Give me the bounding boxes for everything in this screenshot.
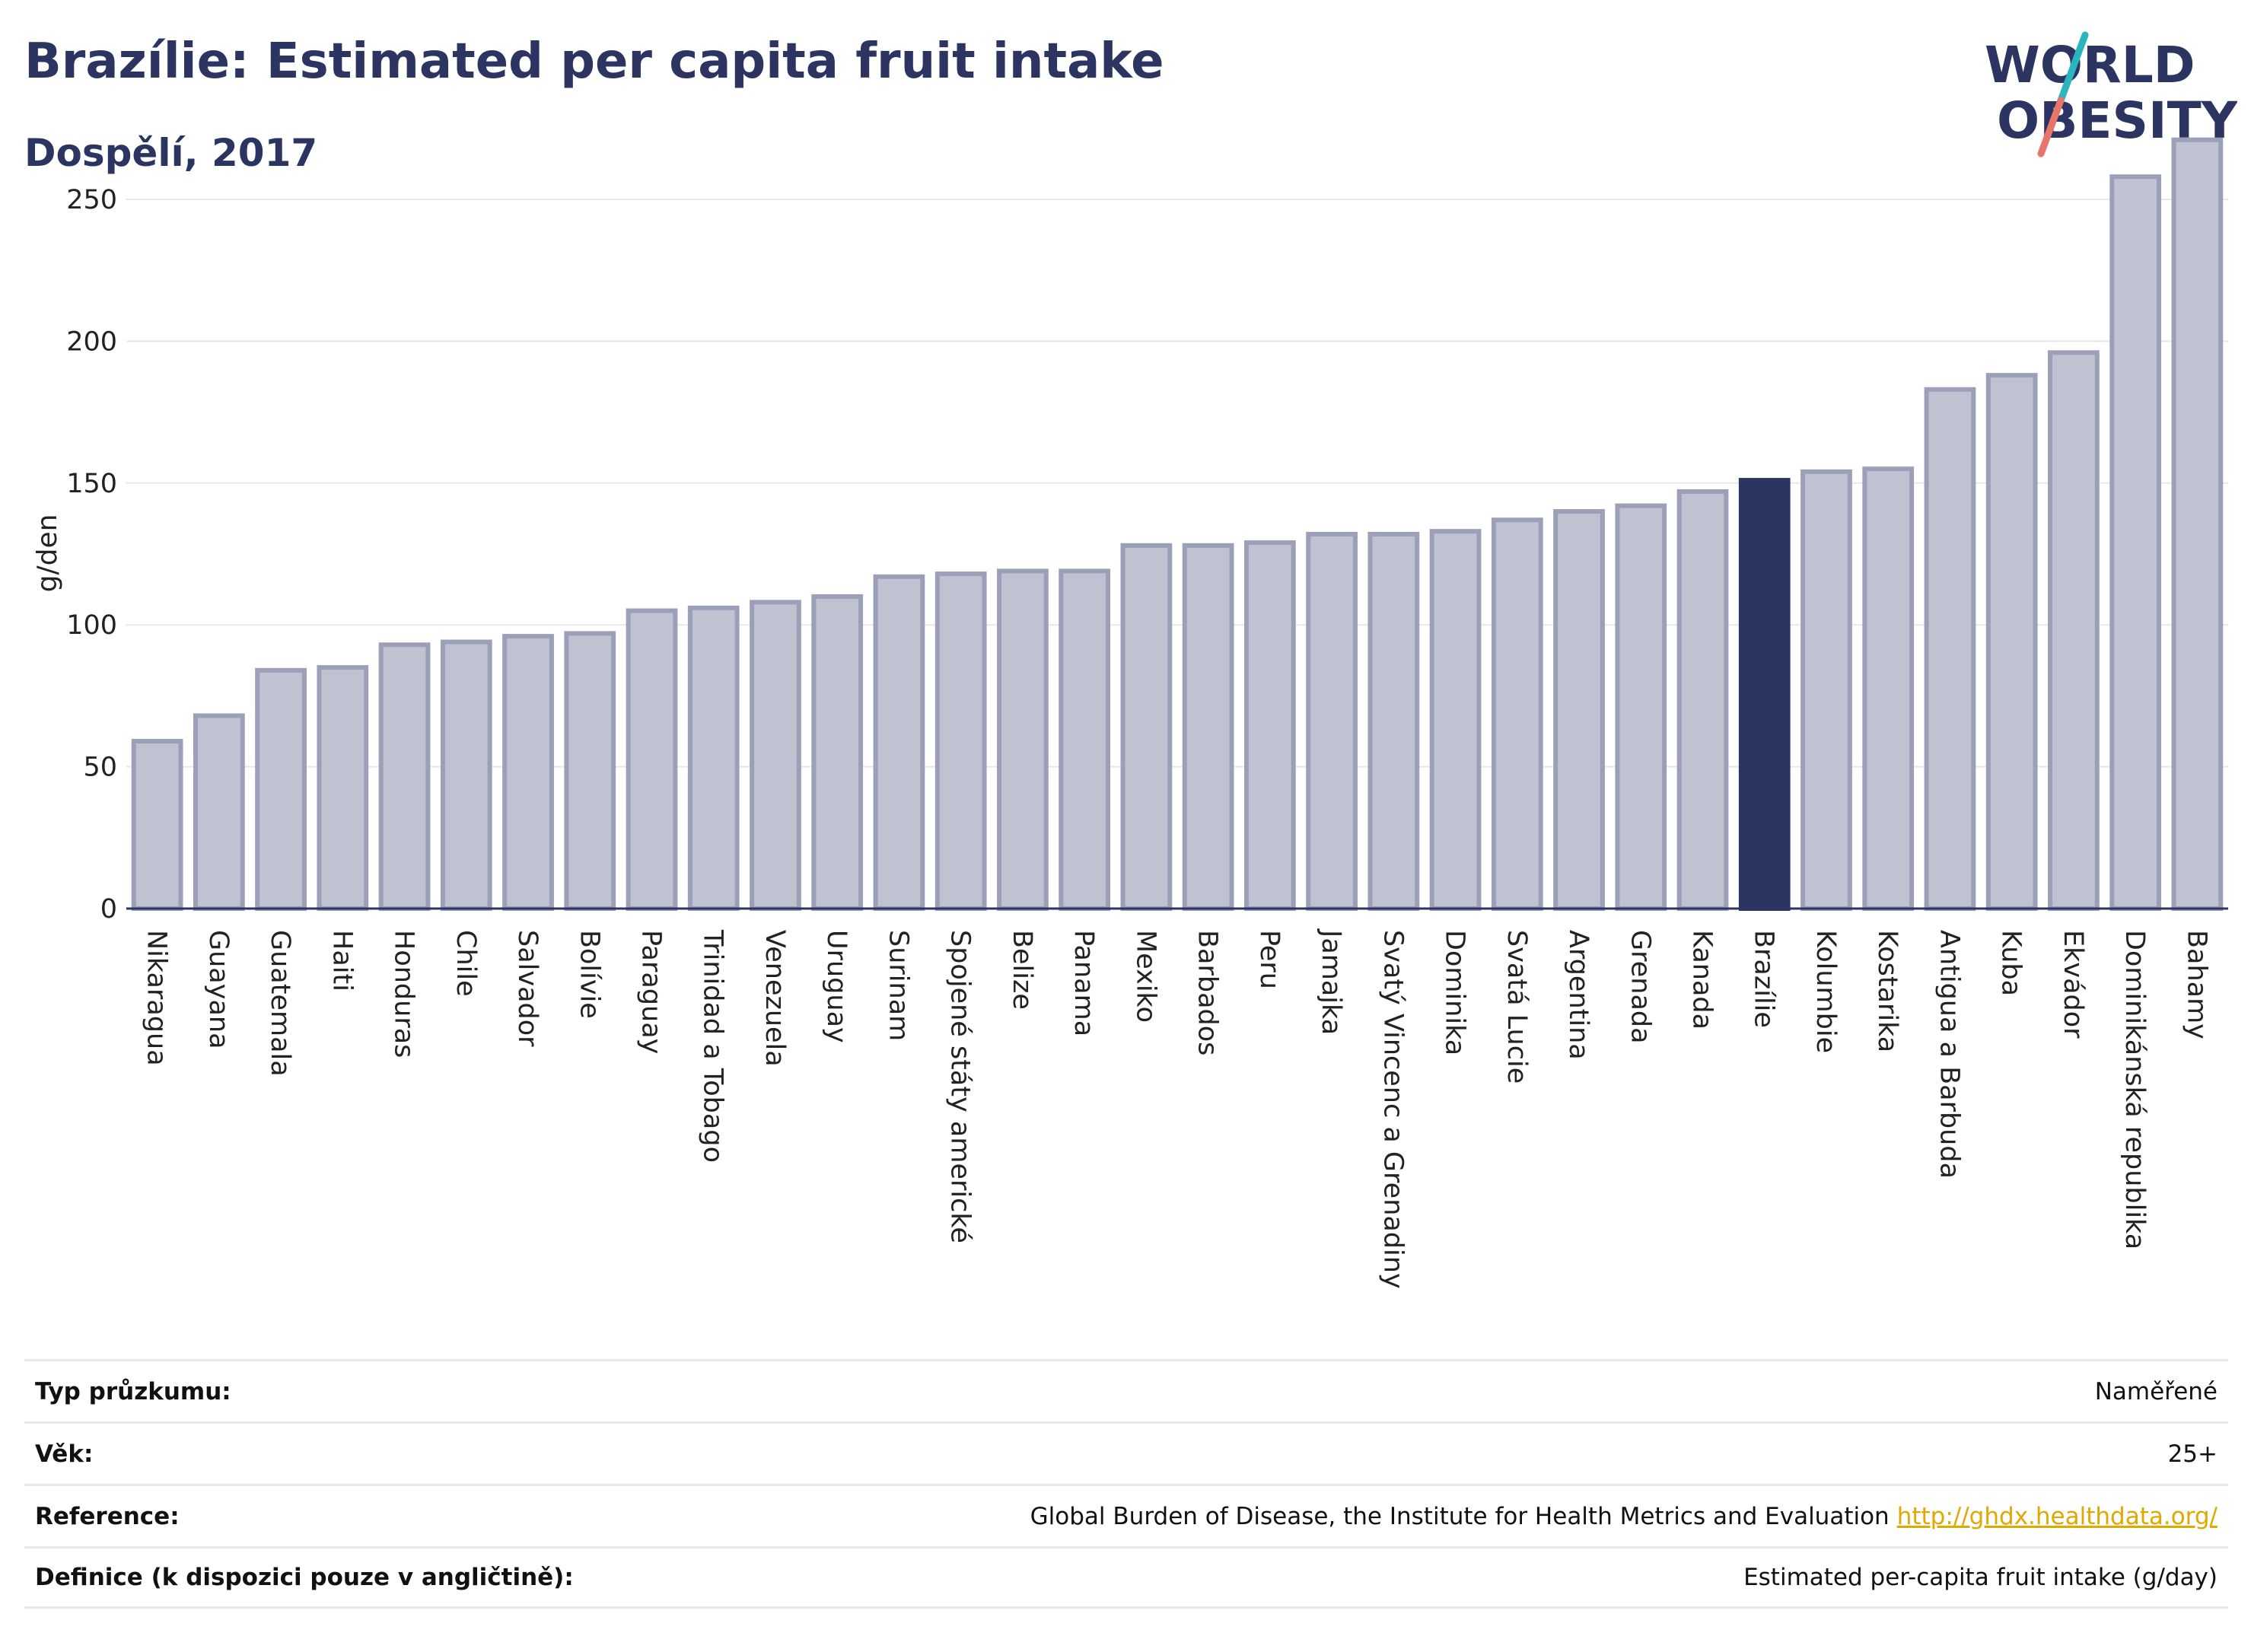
x-tick-label: Spojené státy americké	[945, 930, 976, 1243]
x-tick-label: Trinidad a Tobago	[698, 929, 728, 1163]
x-tick-label: Haiti	[326, 930, 357, 992]
y-tick-label: 100	[66, 610, 117, 641]
bar	[1429, 529, 1482, 911]
bar	[934, 571, 987, 912]
info-value: Global Burden of Disease, the Institute …	[1030, 1502, 1890, 1530]
bar	[1800, 469, 1852, 911]
bar	[2048, 350, 2100, 911]
bar	[1553, 509, 1605, 911]
bar	[378, 642, 431, 911]
x-tick-label: Chile	[451, 930, 481, 997]
x-tick-label: Kanada	[1687, 930, 1718, 1030]
y-tick-label: 250	[66, 185, 117, 215]
x-tick-label: Bahamy	[2181, 930, 2211, 1039]
x-tick-label: Argentina	[1563, 930, 1594, 1060]
bar	[2171, 137, 2224, 911]
logo-text-world: WORLD	[1985, 36, 2195, 94]
bar	[811, 594, 864, 911]
x-tick-label: Guayana	[203, 930, 234, 1049]
x-tick-label: Honduras	[389, 930, 419, 1058]
x-tick-label: Kostarika	[1872, 930, 1902, 1052]
info-row-survey-type: Typ průzkumu: Naměřené	[24, 1359, 2228, 1421]
x-tick-label: Nikaragua	[142, 930, 172, 1066]
x-tick-label: Panama	[1068, 930, 1099, 1036]
bar	[564, 631, 616, 911]
info-key: Typ průzkumu:	[35, 1377, 231, 1405]
x-tick-label: Barbados	[1192, 930, 1223, 1055]
bar-chart: 0 50 100 150 200 250 Nikaragua Guayana Guatemal…	[32, 137, 2228, 1289]
bar	[873, 574, 925, 911]
bar	[1182, 543, 1234, 912]
x-tick-label: Brazílie	[1749, 930, 1779, 1028]
x-tick-label: Kolumbie	[1810, 930, 1841, 1053]
bar	[687, 605, 740, 912]
x-tick-label: Grenada	[1625, 930, 1655, 1044]
x-tick-label: Belize	[1007, 930, 1037, 1010]
info-row-reference: Reference: Global Burden of Disease, the…	[24, 1484, 2228, 1546]
x-tick-label: Mexiko	[1130, 930, 1161, 1023]
x-tick-label: Ekvádor	[2058, 930, 2088, 1039]
x-tick-label: Bolívie	[574, 930, 604, 1019]
info-row-age: Věk: 25+	[24, 1421, 2228, 1484]
bar	[1491, 517, 1543, 911]
bar	[255, 667, 307, 912]
bar	[1862, 466, 1915, 911]
info-value: 25+	[2167, 1440, 2218, 1468]
x-tick-label: Surinam	[883, 930, 913, 1041]
info-table: Typ průzkumu: Naměřené Věk: 25+ Referenc…	[24, 1359, 2228, 1609]
y-tick-label: 200	[66, 326, 117, 357]
x-tick-label: Venezuela	[759, 930, 790, 1067]
info-value: Naměřené	[2094, 1377, 2218, 1405]
info-value: Estimated per-capita fruit intake (g/day…	[1743, 1564, 2218, 1591]
bar	[1924, 387, 1976, 912]
bar	[1985, 373, 2038, 912]
bar	[2109, 174, 2162, 912]
info-row-definition: Definice (k dispozici pouze v angličtině…	[24, 1546, 2228, 1609]
y-axis-title: g/den	[32, 514, 63, 593]
info-key: Reference:	[35, 1502, 180, 1530]
x-tick-label: Salvador	[512, 930, 543, 1047]
bar	[1059, 568, 1111, 911]
chart-subtitle: Dospělí, 2017	[24, 131, 318, 175]
bar	[317, 665, 369, 911]
bar	[1367, 531, 1420, 911]
logo-slash-coral	[2037, 97, 2065, 158]
x-tick-label: Peru	[1254, 930, 1285, 989]
x-tick-label: Svatá Lucie	[1501, 930, 1532, 1084]
info-value-wrap: Global Burden of Disease, the Institute …	[1030, 1503, 2218, 1530]
bar	[193, 713, 245, 911]
bar	[1306, 531, 1358, 911]
x-tick-label: Antigua a Barbuda	[1934, 930, 1964, 1179]
bar	[750, 600, 801, 911]
x-tick-label: Dominikánská republika	[2119, 930, 2150, 1249]
bar	[626, 608, 678, 911]
y-axis-ticks: 0 50 100 150 200 250	[66, 185, 117, 925]
bar	[502, 634, 554, 912]
bar	[1120, 543, 1173, 912]
logo-slash-teal	[2057, 31, 2089, 104]
bar	[440, 639, 492, 912]
x-axis-labels: Nikaragua Guayana Guatemala Haiti Honduras Ch…	[142, 928, 2212, 1289]
y-tick-label: 150	[66, 469, 117, 499]
bar	[1243, 540, 1296, 911]
bars	[131, 137, 2224, 912]
info-key: Věk:	[35, 1440, 94, 1468]
x-tick-label: Dominika	[1440, 930, 1470, 1055]
bar	[131, 739, 183, 911]
bar	[1676, 489, 1729, 911]
info-key: Definice (k dispozici pouze v angličtině…	[35, 1564, 574, 1591]
bar	[997, 568, 1049, 911]
x-tick-label: Uruguay	[821, 930, 852, 1043]
x-tick-label: Kuba	[1996, 930, 2027, 996]
bar-highlighted	[1738, 478, 1791, 911]
bar	[1615, 503, 1667, 911]
chart-title: Brazílie: Estimated per capita fruit int…	[24, 33, 1164, 90]
x-tick-label: Guatemala	[265, 930, 295, 1077]
x-tick-label: Paraguay	[636, 930, 667, 1054]
x-tick-label: Jamajka	[1316, 928, 1346, 1035]
y-tick-label: 50	[83, 753, 117, 783]
y-tick-label: 0	[100, 894, 117, 925]
reference-link[interactable]: http://ghdx.healthdata.org/	[1896, 1502, 2218, 1530]
x-tick-label: Svatý Vincenc a Grenadiny	[1377, 930, 1408, 1289]
